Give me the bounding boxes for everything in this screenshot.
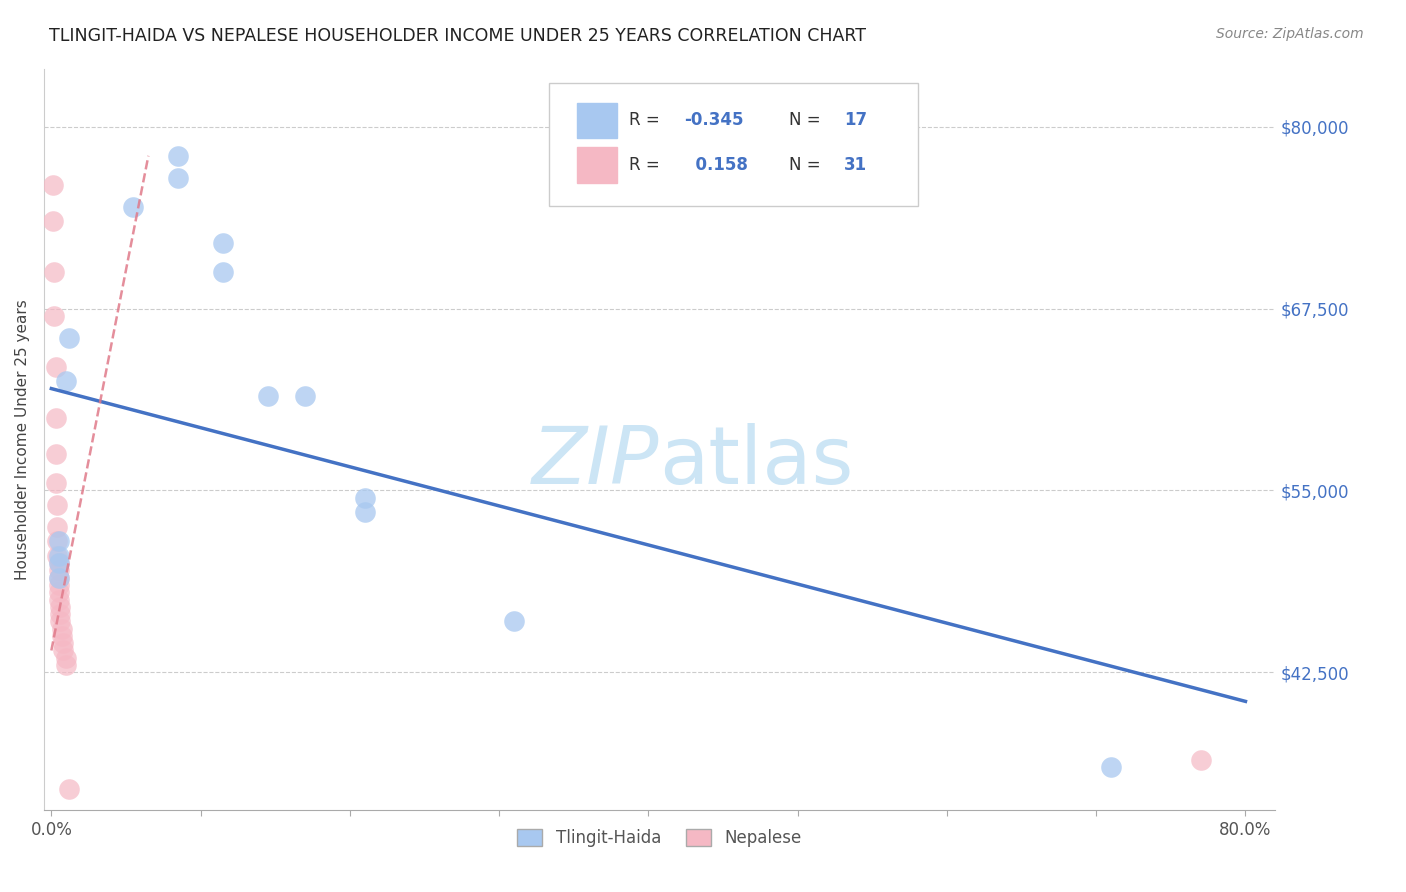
Point bbox=[1099, 760, 1122, 774]
Point bbox=[52, 636, 75, 650]
Point bbox=[51, 622, 73, 636]
Point bbox=[45, 476, 67, 491]
Text: R =: R = bbox=[628, 156, 665, 174]
Point bbox=[256, 389, 278, 403]
Point bbox=[49, 615, 72, 629]
Point bbox=[46, 534, 69, 549]
Point bbox=[51, 629, 73, 643]
Point bbox=[294, 389, 316, 403]
Point bbox=[48, 592, 70, 607]
Point bbox=[55, 374, 77, 388]
Point bbox=[46, 520, 69, 534]
Text: -0.345: -0.345 bbox=[685, 112, 744, 129]
Point bbox=[503, 615, 526, 629]
Point bbox=[48, 556, 70, 570]
Point bbox=[42, 214, 65, 228]
Point bbox=[45, 359, 67, 374]
Point bbox=[167, 149, 190, 163]
Point bbox=[58, 781, 80, 796]
Point bbox=[48, 578, 70, 592]
Text: N =: N = bbox=[789, 156, 825, 174]
Bar bbox=[576, 103, 616, 138]
Text: 17: 17 bbox=[845, 112, 868, 129]
Point bbox=[1189, 753, 1212, 767]
Point bbox=[48, 571, 70, 585]
Point bbox=[44, 309, 66, 323]
Point bbox=[55, 658, 77, 673]
Point bbox=[45, 410, 67, 425]
Text: 31: 31 bbox=[845, 156, 868, 174]
Point bbox=[44, 265, 66, 279]
Point bbox=[58, 331, 80, 345]
Text: N =: N = bbox=[789, 112, 825, 129]
Point bbox=[45, 447, 67, 461]
Point bbox=[48, 549, 70, 563]
Point bbox=[212, 265, 235, 279]
Text: TLINGIT-HAIDA VS NEPALESE HOUSEHOLDER INCOME UNDER 25 YEARS CORRELATION CHART: TLINGIT-HAIDA VS NEPALESE HOUSEHOLDER IN… bbox=[49, 27, 866, 45]
Point bbox=[46, 498, 69, 512]
Point bbox=[49, 607, 72, 621]
Point bbox=[122, 200, 145, 214]
FancyBboxPatch shape bbox=[548, 83, 918, 206]
Point bbox=[353, 491, 375, 505]
Text: atlas: atlas bbox=[659, 423, 853, 500]
Text: 0.158: 0.158 bbox=[685, 156, 748, 174]
Y-axis label: Householder Income Under 25 years: Householder Income Under 25 years bbox=[15, 299, 30, 580]
Point bbox=[48, 571, 70, 585]
Point bbox=[48, 564, 70, 578]
Text: ZIP: ZIP bbox=[533, 423, 659, 500]
Legend: Tlingit-Haida, Nepalese: Tlingit-Haida, Nepalese bbox=[510, 822, 808, 855]
Point bbox=[42, 178, 65, 192]
Point bbox=[167, 170, 190, 185]
Text: R =: R = bbox=[628, 112, 665, 129]
Point bbox=[48, 556, 70, 570]
Point bbox=[353, 505, 375, 519]
Bar bbox=[576, 147, 616, 183]
Point bbox=[49, 599, 72, 614]
Point bbox=[55, 650, 77, 665]
Point bbox=[46, 549, 69, 563]
Text: Source: ZipAtlas.com: Source: ZipAtlas.com bbox=[1216, 27, 1364, 41]
Point bbox=[48, 585, 70, 599]
Point bbox=[48, 534, 70, 549]
Point bbox=[212, 236, 235, 251]
Point bbox=[52, 643, 75, 657]
